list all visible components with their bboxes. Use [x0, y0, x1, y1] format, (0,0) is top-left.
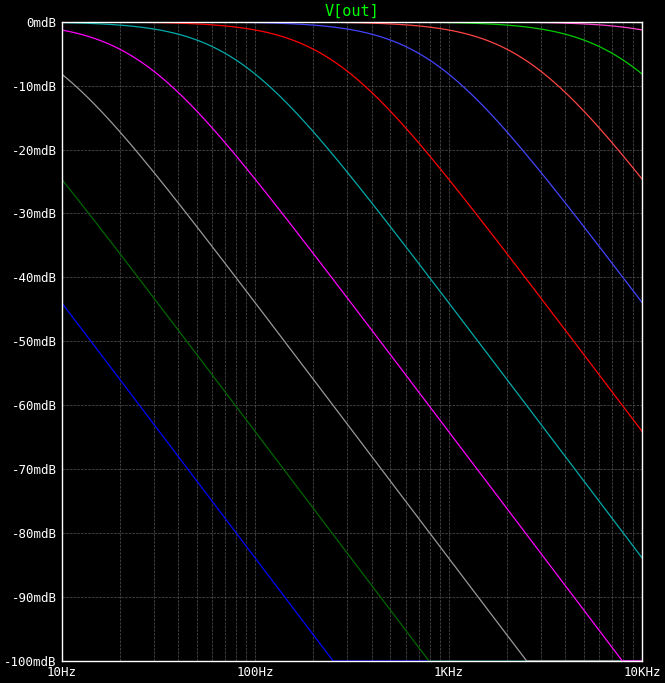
Title: V[out]: V[out] [325, 4, 379, 19]
